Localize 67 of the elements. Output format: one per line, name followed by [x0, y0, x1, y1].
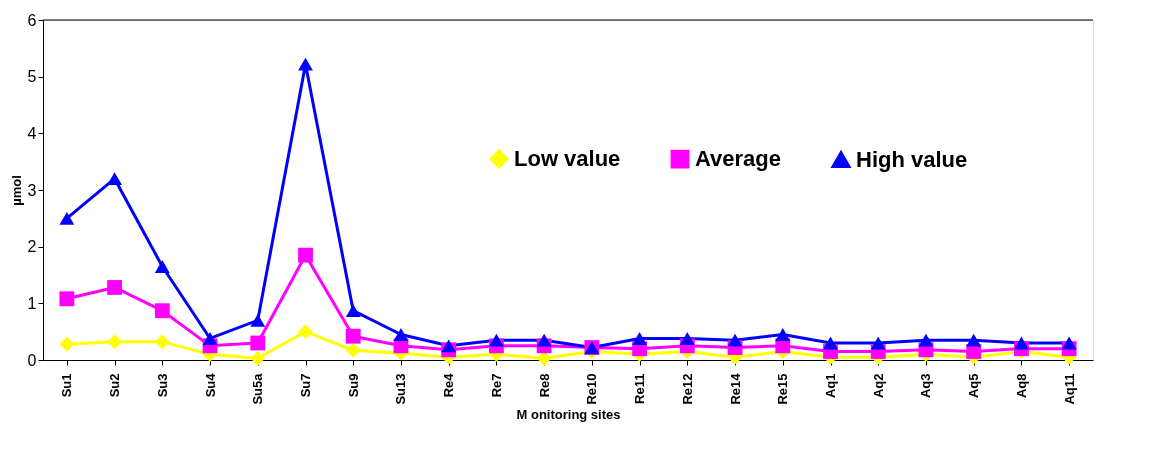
point: [1013, 336, 1029, 350]
point: [345, 342, 361, 358]
point: [393, 328, 409, 341]
x-tick-label: Su4: [202, 372, 218, 398]
x-tick-label: Su1: [59, 373, 75, 398]
x-tick-label: Aq1: [823, 373, 838, 399]
point: [1061, 336, 1077, 350]
point: [488, 333, 504, 347]
y-tick-label: 3: [27, 181, 37, 199]
y-tick-label: 4: [27, 124, 37, 142]
x-tick-label: Aq5: [966, 373, 982, 399]
x-tick-label: Aq2: [870, 373, 886, 399]
point: [298, 247, 313, 263]
x-tick-label: Su5a: [250, 372, 266, 405]
point: [107, 334, 123, 350]
point: [250, 350, 266, 366]
point: [202, 332, 218, 345]
point: [298, 57, 313, 71]
x-tick-label: Su7: [298, 373, 313, 398]
point: [107, 280, 123, 295]
legend-label: Average: [695, 146, 782, 172]
x-tick-label: Su9: [345, 373, 361, 398]
x-tick-label: Re7: [488, 373, 504, 398]
point: [823, 336, 838, 350]
point: [727, 333, 743, 347]
y-axis-title: µmol: [8, 175, 24, 206]
point: [154, 260, 170, 273]
x-tick-label: Su13: [393, 373, 409, 405]
point: [59, 211, 75, 225]
x-tick-label: Re10: [584, 373, 600, 405]
legend-label: High value: [856, 146, 968, 172]
x-tick-label: Su2: [107, 373, 123, 398]
x-tick-label: Re8: [536, 373, 552, 398]
y-tick-label: 6: [27, 11, 37, 29]
point: [775, 328, 791, 341]
x-tick-label: Re12: [679, 373, 695, 405]
x-tick-label: Aq3: [918, 373, 934, 399]
point: [632, 332, 648, 345]
point: [59, 291, 75, 307]
point: [966, 333, 982, 347]
y-tick-label: 1: [27, 294, 37, 312]
point: [59, 336, 75, 352]
point: [536, 333, 552, 347]
point: [441, 339, 457, 353]
x-tick-label: Re14: [727, 372, 743, 405]
x-tick-label: Re15: [775, 373, 791, 405]
x-tick-label: Re11: [632, 373, 648, 404]
point: [154, 303, 170, 319]
point: [870, 336, 886, 350]
point: [345, 328, 361, 344]
x-tick-label: Re4: [441, 372, 457, 398]
point: [679, 332, 695, 345]
x-tick-label: Aq11: [1061, 373, 1077, 405]
point: [918, 333, 934, 347]
y-tick-label: 0: [27, 351, 37, 369]
point: [345, 304, 361, 318]
point: [250, 335, 266, 351]
point: [250, 313, 266, 327]
point: [154, 334, 170, 350]
point: [298, 324, 313, 340]
x-tick-label: Su3: [154, 373, 170, 398]
y-tick-label: 2: [27, 238, 37, 256]
legend-label: Low value: [514, 146, 621, 172]
x-tick-label: Aq8: [1013, 373, 1029, 399]
x-axis-title: M onitoring sites: [516, 406, 621, 422]
y-tick-label: 5: [27, 68, 37, 86]
point: [107, 172, 123, 186]
